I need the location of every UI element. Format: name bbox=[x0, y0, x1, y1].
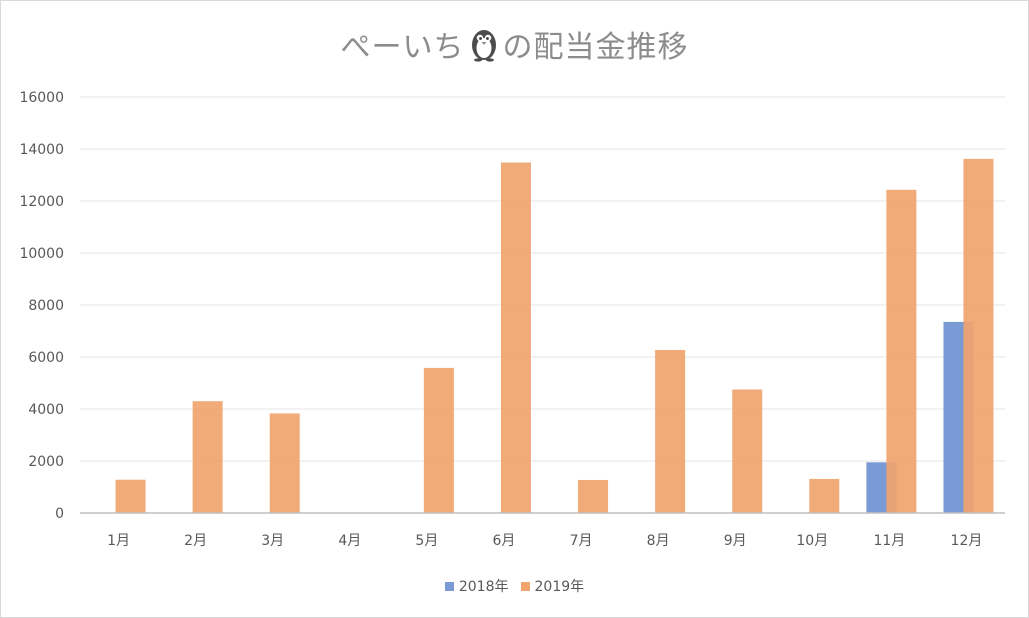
chart-title-text-end: の配当金推移 bbox=[502, 30, 689, 65]
y-tick-label: 4000 bbox=[28, 402, 64, 418]
legend-swatch bbox=[520, 582, 530, 591]
chart-title-text-start: ぺーいち bbox=[340, 30, 465, 65]
x-tick-label: 2月 bbox=[184, 533, 207, 549]
y-tick-label: 2000 bbox=[28, 454, 64, 470]
y-tick-label: 0 bbox=[55, 506, 64, 522]
x-tick-label: 3月 bbox=[261, 533, 284, 549]
x-tick-label: 6月 bbox=[492, 533, 515, 549]
y-tick-label: 14000 bbox=[19, 142, 64, 158]
x-tick-label: 8月 bbox=[647, 533, 670, 549]
x-tick-label: 5月 bbox=[415, 533, 438, 549]
x-tick-label: 12月 bbox=[951, 533, 983, 549]
x-tick-label: 9月 bbox=[724, 533, 747, 549]
y-tick-label: 10000 bbox=[19, 246, 64, 262]
bar-2019-10 bbox=[809, 478, 840, 513]
legend-item-1: 2018年 bbox=[444, 576, 509, 596]
bar-2019-2 bbox=[192, 401, 223, 513]
legend-item-2: 2019年 bbox=[520, 576, 585, 596]
bar-2019-3 bbox=[269, 413, 300, 513]
x-tick-label: 1月 bbox=[107, 533, 130, 549]
penguin-icon bbox=[471, 30, 496, 62]
bar-2019-6 bbox=[500, 162, 531, 513]
x-tick-label: 7月 bbox=[570, 533, 593, 549]
x-tick-label: 11月 bbox=[873, 533, 905, 549]
bar-2019-9 bbox=[732, 389, 763, 513]
y-tick-label: 12000 bbox=[19, 194, 64, 210]
chart-legend: 2018年 2019年 bbox=[0, 576, 1029, 596]
bar-2019-1 bbox=[115, 479, 146, 513]
y-tick-label: 8000 bbox=[28, 298, 64, 314]
x-tick-label: 10月 bbox=[796, 533, 828, 549]
bar-2019-11 bbox=[886, 189, 917, 513]
bar-2019-12 bbox=[963, 158, 994, 513]
bar-2019-5 bbox=[423, 367, 454, 513]
y-tick-label: 6000 bbox=[28, 350, 64, 366]
x-tick-label: 4月 bbox=[338, 533, 361, 549]
legend-label: 2019年 bbox=[534, 579, 585, 595]
chart-title: ぺーいち の配当金推移 bbox=[0, 22, 1029, 66]
legend-swatch bbox=[444, 582, 454, 591]
y-tick-label: 16000 bbox=[19, 90, 64, 106]
bar-2019-8 bbox=[655, 349, 686, 513]
legend-label: 2018年 bbox=[458, 579, 509, 595]
bar-2019-7 bbox=[578, 479, 609, 513]
